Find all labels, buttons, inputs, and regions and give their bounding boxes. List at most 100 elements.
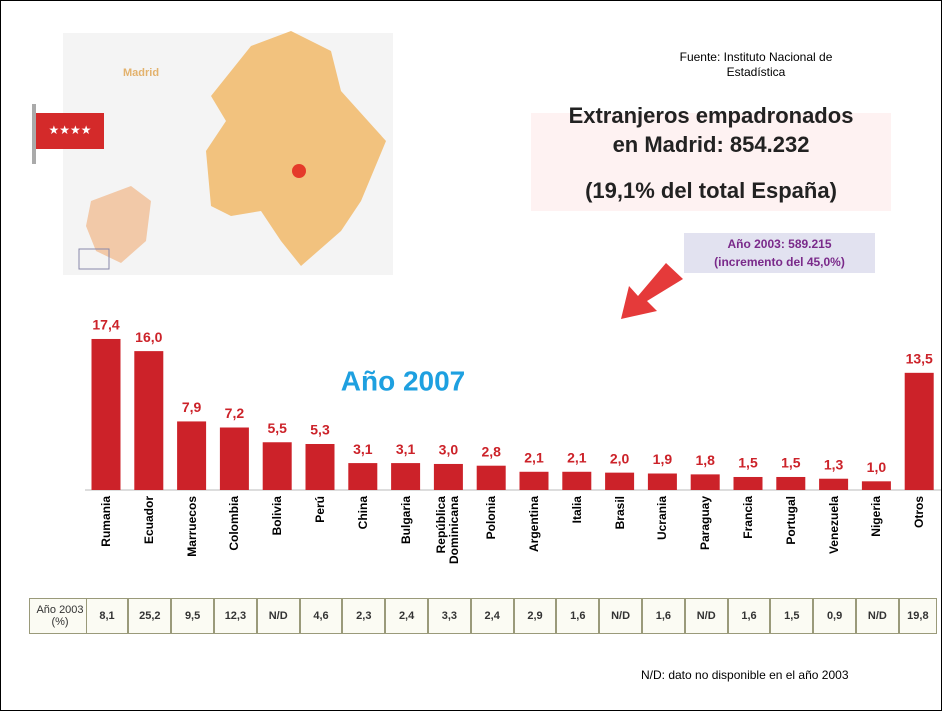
value-label: 2,0	[610, 450, 630, 466]
x-tick-label: Venezuela	[826, 496, 841, 555]
footnote: N/D: dato no disponible en el año 2003	[641, 668, 849, 682]
table-cell: 4,6	[299, 598, 343, 634]
table-cell: 2,4	[385, 598, 428, 634]
annotation-box	[684, 233, 875, 273]
table-cell: N/D	[256, 598, 300, 634]
value-label: 5,3	[310, 422, 330, 438]
bar	[647, 473, 677, 490]
value-label: 3,1	[396, 441, 416, 457]
subheadline: (19,1% del total España)	[585, 178, 837, 203]
value-label: 1,3	[824, 456, 844, 472]
table-cell: 12,3	[214, 598, 257, 634]
x-tick-label: China	[355, 496, 370, 530]
table-cell: 0,9	[813, 598, 856, 634]
table-cell: 2,9	[513, 598, 557, 634]
value-label: 5,5	[267, 420, 287, 436]
table-cell: 1,6	[727, 598, 771, 634]
headline-glow	[531, 113, 891, 211]
map-region	[206, 31, 386, 266]
flag-stars: ★★★★	[48, 123, 91, 137]
value-label: 3,1	[353, 441, 373, 457]
headline-line: en Madrid: 854.232	[612, 132, 810, 157]
bar	[776, 476, 806, 490]
source-line: Estadística	[726, 65, 786, 79]
table-cell: N/D	[684, 598, 728, 634]
x-tick-label: Portugal	[783, 496, 798, 545]
x-tick-label: Perú	[312, 496, 327, 523]
x-tick-label: Bulgaria	[398, 496, 413, 545]
table-cell: 3,3	[428, 598, 471, 634]
x-tick-label: Marruecos	[184, 496, 199, 557]
value-label: 16,0	[135, 329, 162, 345]
bar	[690, 474, 720, 490]
value-label: 17,4	[92, 317, 119, 333]
headline-line: Extranjeros empadronados	[568, 103, 854, 128]
value-label: 1,5	[781, 455, 801, 471]
map-label: Madrid	[123, 67, 159, 79]
flag	[36, 113, 104, 149]
bar	[219, 427, 249, 490]
value-label: 2,8	[481, 443, 501, 459]
x-tick-label: Rumania	[98, 496, 113, 547]
bar	[562, 471, 592, 490]
map-inset	[78, 248, 110, 270]
map-spain	[86, 186, 151, 263]
value-label: 3,0	[439, 442, 459, 458]
bar	[262, 442, 292, 490]
bar	[904, 372, 934, 490]
value-label: 7,9	[182, 399, 202, 415]
x-tick-label: Francia	[740, 496, 755, 539]
table-cell: 8,1	[85, 598, 129, 634]
bar	[134, 351, 164, 490]
x-tick-label: Bolivia	[269, 496, 284, 536]
table-cell: 1,6	[556, 598, 600, 634]
source-line: Fuente: Instituto Nacional de	[679, 50, 833, 64]
value-label: 2,1	[524, 449, 544, 465]
bar	[476, 465, 506, 490]
x-tick-label: Ucrania	[654, 496, 669, 541]
value-label: 1,9	[653, 451, 673, 467]
value-label: 7,2	[225, 405, 245, 421]
headline: Extranjeros empadronados en Madrid: 854.2…	[521, 101, 901, 159]
value-label: 1,8	[695, 452, 715, 468]
bar	[733, 476, 763, 490]
value-label: 1,0	[867, 459, 887, 475]
x-tick-label: Italia	[569, 496, 584, 524]
value-label: 2,1	[567, 449, 587, 465]
annotation-line: Año 2003: 589.215	[727, 237, 832, 251]
value-label: 1,5	[738, 455, 758, 471]
table-cell: 2,4	[470, 598, 514, 634]
table-cell: N/D	[599, 598, 642, 634]
x-tick-label: Nigeria	[868, 496, 883, 537]
table-cell: 1,5	[770, 598, 814, 634]
bar	[177, 421, 207, 490]
bar	[305, 443, 335, 490]
table-cell: 2,3	[342, 598, 386, 634]
table-header: Año 2003 (%)	[29, 598, 91, 634]
table-cell: N/D	[856, 598, 899, 634]
x-tick-label: Colombia	[226, 496, 241, 551]
arrow	[621, 263, 683, 319]
annotation: Año 2003: 589.215 (incremento del 45,0%)	[684, 235, 875, 271]
x-tick-label: Ecuador	[141, 496, 156, 545]
bar	[91, 338, 121, 490]
bar	[861, 481, 891, 490]
x-tick-label: Polonia	[483, 496, 498, 540]
table-cell: 25,2	[128, 598, 172, 634]
annotation-line: (incremento del 45,0%)	[714, 255, 845, 269]
table-cell: 9,5	[171, 598, 214, 634]
flag-pole	[32, 104, 36, 164]
bar	[519, 471, 549, 490]
value-label: 13,5	[906, 351, 933, 367]
table-cell: 1,6	[642, 598, 685, 634]
source: Fuente: Instituto Nacional de Estadística	[641, 50, 871, 80]
x-tick-label: Paraguay	[697, 496, 712, 551]
bar	[819, 478, 849, 490]
bar	[605, 472, 635, 490]
map-capital	[292, 164, 306, 178]
bar	[433, 463, 463, 490]
bar	[391, 463, 421, 490]
x-tick-label: Otros	[911, 496, 926, 529]
